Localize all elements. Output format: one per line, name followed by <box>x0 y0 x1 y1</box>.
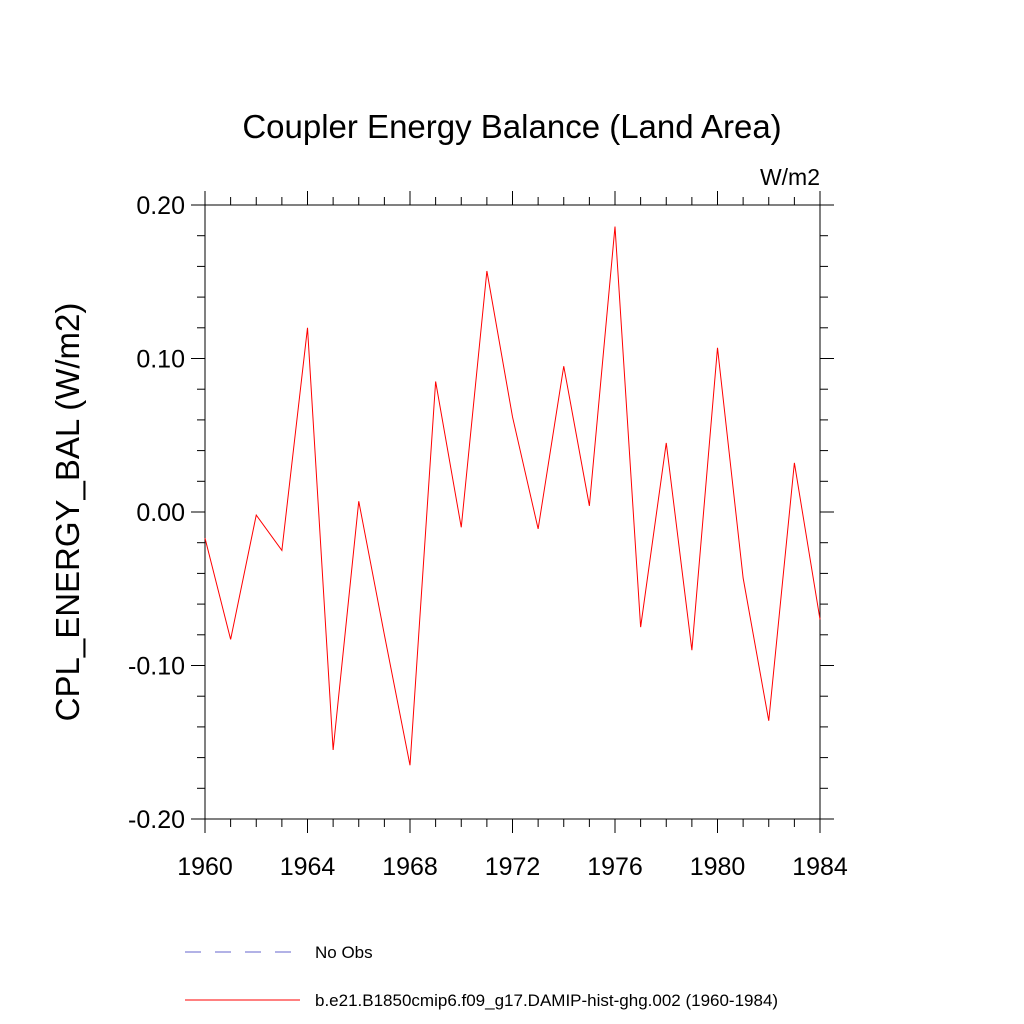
y-tick-label: 0.10 <box>136 346 185 374</box>
series-layer <box>204 226 821 766</box>
legend: No Obs b.e21.B1850cmip6.f09_g17.DAMIP-his… <box>185 943 778 1010</box>
y-axis-label: CPL_ENERGY_BAL (W/m2) <box>49 303 86 722</box>
x-tick-label: 1964 <box>280 853 336 881</box>
series-line <box>204 226 821 766</box>
x-tick-label: 1960 <box>177 853 233 881</box>
x-tick-label: 1976 <box>587 853 643 881</box>
legend-label: b.e21.B1850cmip6.f09_g17.DAMIP-hist-ghg.… <box>315 991 778 1010</box>
x-tick-label: 1984 <box>792 853 848 881</box>
chart-title: Coupler Energy Balance (Land Area) <box>242 108 781 145</box>
axis-tick-labels: 1960 1964 1968 1972 1976 1980 1984 -0.20 -0.10 0.… <box>128 192 848 881</box>
plot-frame <box>204 204 821 820</box>
x-tick-label: 1968 <box>382 853 438 881</box>
x-tick-label: 1980 <box>690 853 746 881</box>
y-tick-label: 0.00 <box>136 499 185 527</box>
y-tick-label: -0.10 <box>128 653 185 681</box>
axis-ticks <box>191 191 834 833</box>
units-label: W/m2 <box>760 164 820 190</box>
y-tick-label: 0.20 <box>136 192 185 220</box>
legend-label: No Obs <box>315 943 373 962</box>
plot-border <box>204 204 821 820</box>
y-tick-label: -0.20 <box>128 806 185 834</box>
x-tick-label: 1972 <box>485 853 541 881</box>
